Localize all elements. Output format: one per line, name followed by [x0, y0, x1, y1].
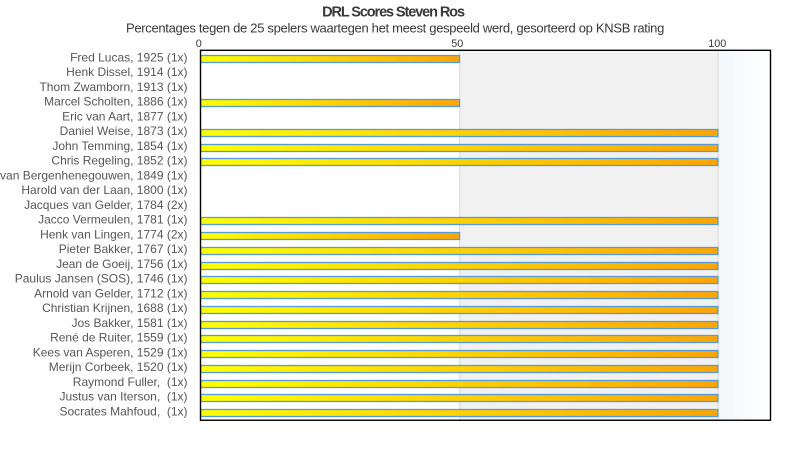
svg-text:Christian Krijnen, 1688 (1x): Christian Krijnen, 1688 (1x) — [42, 301, 187, 315]
svg-text:50: 50 — [451, 38, 463, 50]
svg-text:Marcel Scholten, 1886 (1x): Marcel Scholten, 1886 (1x) — [44, 95, 187, 109]
svg-text:Henk van Lingen, 1774 (2x): Henk van Lingen, 1774 (2x) — [40, 227, 187, 241]
svg-text:van Bergenhenegouwen, 1849 (1x: van Bergenhenegouwen, 1849 (1x) — [0, 168, 187, 182]
svg-text:Fred Lucas, 1925 (1x): Fred Lucas, 1925 (1x) — [70, 50, 187, 64]
svg-text:Kees van Asperen, 1529 (1x): Kees van Asperen, 1529 (1x) — [33, 345, 188, 359]
svg-text:Paulus Jansen (SOS), 1746 (1x): Paulus Jansen (SOS), 1746 (1x) — [15, 272, 188, 286]
svg-text:DRL Scores Steven Ros: DRL Scores Steven Ros — [322, 5, 465, 21]
svg-text:Jean de Goeij, 1756 (1x): Jean de Goeij, 1756 (1x) — [56, 257, 187, 271]
svg-text:Harold van der Laan, 1800 (1x): Harold van der Laan, 1800 (1x) — [21, 183, 187, 197]
svg-text:Eric van Aart, 1877 (1x): Eric van Aart, 1877 (1x) — [62, 109, 187, 123]
svg-text:100: 100 — [708, 38, 726, 50]
svg-text:Jos Bakker, 1581 (1x): Jos Bakker, 1581 (1x) — [71, 316, 187, 330]
svg-text:Merijn Corbeek, 1520 (1x): Merijn Corbeek, 1520 (1x) — [49, 360, 188, 374]
svg-text:Daniel Weise, 1873 (1x): Daniel Weise, 1873 (1x) — [60, 124, 188, 138]
svg-text:Henk Dissel, 1914 (1x): Henk Dissel, 1914 (1x) — [66, 65, 187, 79]
svg-text:0: 0 — [196, 38, 202, 50]
svg-text:Pieter Bakker, 1767 (1x): Pieter Bakker, 1767 (1x) — [59, 242, 188, 256]
svg-text:Socrates Mahfoud, (1x): Socrates Mahfoud, (1x) — [59, 404, 187, 418]
svg-text:Justus van Iterson, (1x): Justus van Iterson, (1x) — [59, 390, 187, 404]
svg-text:Raymond Fuller, (1x): Raymond Fuller, (1x) — [73, 375, 188, 389]
svg-text:Chris Regeling, 1852 (1x): Chris Regeling, 1852 (1x) — [51, 154, 187, 168]
svg-text:Arnold van Gelder, 1712 (1x): Arnold van Gelder, 1712 (1x) — [34, 286, 187, 300]
svg-text:Thom Zwamborn, 1913 (1x): Thom Zwamborn, 1913 (1x) — [39, 80, 187, 94]
svg-text:Jacco Vermeulen, 1781 (1x): Jacco Vermeulen, 1781 (1x) — [38, 213, 187, 227]
svg-text:Jacques van Gelder, 1784 (2x): Jacques van Gelder, 1784 (2x) — [24, 198, 187, 212]
svg-text:René de Ruiter, 1559 (1x): René de Ruiter, 1559 (1x) — [50, 331, 187, 345]
svg-text:John Temming, 1854 (1x): John Temming, 1854 (1x) — [52, 139, 187, 153]
svg-text:Percentages tegen de 25 speler: Percentages tegen de 25 spelers waartege… — [126, 21, 664, 36]
